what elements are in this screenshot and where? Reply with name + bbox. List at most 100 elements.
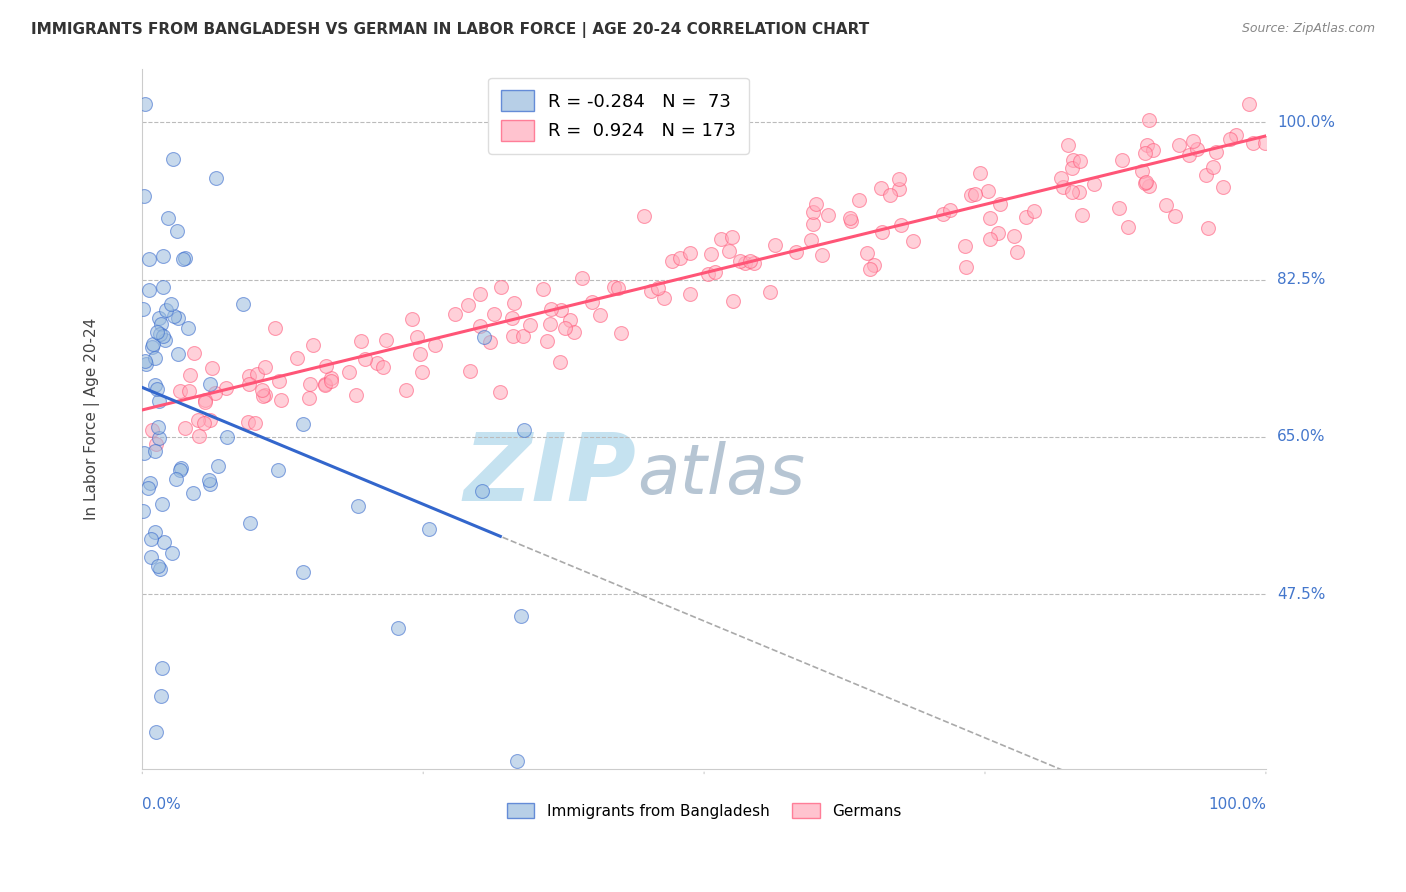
Point <box>152 328 174 343</box>
Point <box>1005 245 1028 260</box>
Point <box>198 376 221 391</box>
Point <box>143 351 166 366</box>
Point <box>960 188 983 202</box>
Point <box>198 477 221 491</box>
Point <box>170 460 193 475</box>
Point <box>718 244 741 258</box>
Point <box>179 384 201 398</box>
Point <box>633 209 655 223</box>
Point <box>153 333 176 347</box>
Point <box>1185 142 1208 156</box>
Point <box>150 497 173 511</box>
Point <box>800 234 823 248</box>
Point <box>938 202 960 217</box>
Point <box>138 283 160 297</box>
Point <box>581 294 603 309</box>
Point <box>1111 153 1133 167</box>
Point <box>157 211 180 225</box>
Point <box>610 326 633 340</box>
Point <box>977 184 1000 198</box>
Point <box>267 374 290 388</box>
Point <box>489 280 512 294</box>
Point <box>387 621 409 635</box>
Point <box>803 205 825 219</box>
Point <box>710 232 733 246</box>
Point <box>990 196 1012 211</box>
Point <box>548 354 571 368</box>
Point <box>738 253 761 268</box>
Point <box>1135 176 1157 190</box>
Point <box>238 377 260 392</box>
Point <box>152 280 174 294</box>
Point <box>418 522 440 536</box>
Text: 65.0%: 65.0% <box>1277 429 1326 444</box>
Point <box>253 359 276 374</box>
Point <box>550 302 572 317</box>
Point <box>1069 154 1091 169</box>
Point <box>589 308 612 322</box>
Point <box>606 281 628 295</box>
Text: atlas: atlas <box>637 442 804 508</box>
Point <box>291 565 314 579</box>
Text: 82.5%: 82.5% <box>1277 272 1326 287</box>
Point <box>1137 112 1160 127</box>
Point <box>1056 138 1078 153</box>
Point <box>375 333 398 347</box>
Point <box>810 248 832 262</box>
Point <box>1060 185 1083 199</box>
Point <box>132 301 155 316</box>
Point <box>405 330 427 344</box>
Point <box>661 254 683 268</box>
Point <box>1195 168 1218 182</box>
Point <box>298 392 321 406</box>
Point <box>174 421 197 435</box>
Point <box>536 334 558 348</box>
Point <box>700 247 723 261</box>
Point <box>679 246 702 260</box>
Point <box>1083 178 1105 192</box>
Point <box>179 368 201 382</box>
Point <box>512 328 534 343</box>
Point <box>471 484 494 499</box>
Point <box>519 318 541 332</box>
Text: 0.0%: 0.0% <box>142 797 181 813</box>
Point <box>136 481 159 495</box>
Point <box>1022 204 1045 219</box>
Point <box>150 318 173 332</box>
Point <box>1168 138 1191 153</box>
Point <box>159 297 181 311</box>
Point <box>267 463 290 477</box>
Point <box>145 525 167 540</box>
Point <box>540 301 562 316</box>
Point <box>1135 175 1157 189</box>
Point <box>679 287 702 301</box>
Point <box>395 383 418 397</box>
Point <box>146 420 169 434</box>
Legend: Immigrants from Bangladesh, Germans: Immigrants from Bangladesh, Germans <box>501 797 907 825</box>
Point <box>763 238 786 252</box>
Point <box>640 285 662 299</box>
Point <box>652 291 675 305</box>
Point <box>321 374 343 388</box>
Point <box>444 308 467 322</box>
Point <box>1062 153 1084 168</box>
Point <box>1254 136 1277 151</box>
Point <box>214 381 236 395</box>
Point <box>135 357 157 371</box>
Point <box>177 320 200 334</box>
Point <box>969 166 991 180</box>
Point <box>162 546 184 560</box>
Point <box>870 180 893 194</box>
Point <box>1202 160 1225 174</box>
Point <box>134 97 156 112</box>
Point <box>152 249 174 263</box>
Point <box>198 473 221 487</box>
Point <box>411 365 433 379</box>
Point <box>165 471 187 485</box>
Point <box>479 334 502 349</box>
Point <box>870 225 893 239</box>
Point <box>1049 171 1071 186</box>
Point <box>801 217 824 231</box>
Point <box>145 725 167 739</box>
Point <box>458 364 481 378</box>
